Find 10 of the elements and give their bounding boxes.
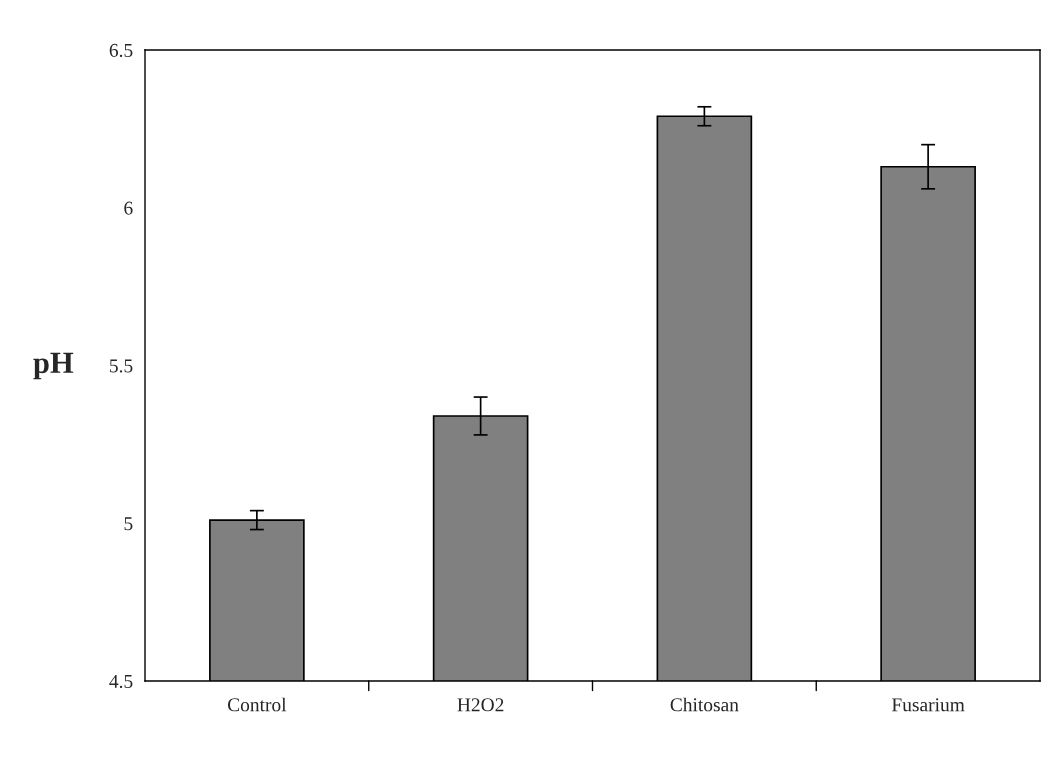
y-axis-title: pH bbox=[33, 352, 74, 380]
x-tick-label: Chitosan bbox=[670, 697, 739, 712]
y-tick-label: 5.5 bbox=[110, 359, 133, 373]
y-tick-label: 6.5 bbox=[109, 43, 133, 58]
x-tick-label: Fusarium bbox=[891, 698, 965, 712]
y-tick-label: 5 bbox=[124, 517, 133, 531]
y-tick-label: 4.5 bbox=[109, 674, 133, 689]
x-tick-label: Control bbox=[227, 697, 287, 712]
y-tick-label: 6 bbox=[124, 201, 133, 215]
x-tick-label: H2O2 bbox=[457, 698, 504, 712]
